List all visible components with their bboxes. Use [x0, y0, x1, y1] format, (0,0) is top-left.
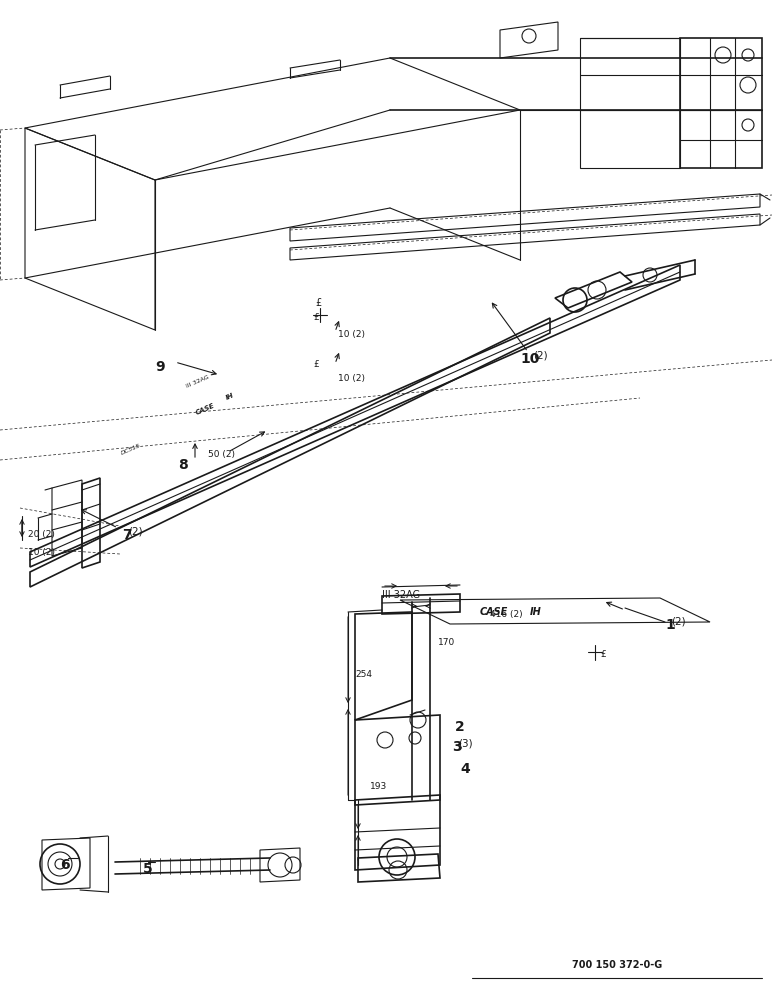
Text: 10 (2): 10 (2) [28, 548, 55, 557]
Text: CASE: CASE [480, 607, 508, 617]
Text: 10: 10 [520, 352, 540, 366]
Text: 700 150 372-0-G: 700 150 372-0-G [572, 960, 662, 970]
Text: £: £ [600, 650, 606, 659]
Text: 4: 4 [460, 762, 469, 776]
Text: III 32AG: III 32AG [382, 590, 420, 600]
Text: 193: 193 [370, 782, 388, 791]
Text: 50 (2): 50 (2) [208, 450, 235, 459]
Text: IH: IH [530, 607, 542, 617]
Text: (2): (2) [128, 526, 143, 536]
Text: III 32AG: III 32AG [185, 375, 209, 389]
Text: (2): (2) [672, 616, 686, 626]
Text: 10 (2): 10 (2) [338, 374, 365, 383]
Text: IH: IH [225, 392, 235, 401]
Text: 10 (2): 10 (2) [338, 330, 365, 339]
Text: 6: 6 [60, 858, 69, 872]
Text: CASE: CASE [195, 402, 216, 416]
Text: 5: 5 [143, 862, 153, 876]
Text: 3: 3 [452, 740, 462, 754]
Text: 254: 254 [355, 670, 372, 679]
Text: £: £ [313, 313, 319, 322]
Text: 8: 8 [178, 458, 188, 472]
Text: 1: 1 [665, 618, 675, 632]
Text: 2: 2 [455, 720, 465, 734]
Text: 416 (2): 416 (2) [490, 610, 523, 619]
Text: 9: 9 [155, 360, 164, 374]
Text: (2): (2) [533, 350, 547, 360]
Text: 7: 7 [122, 528, 131, 542]
Text: £: £ [313, 360, 319, 369]
Text: 170: 170 [438, 638, 455, 647]
Text: £: £ [315, 298, 321, 308]
Text: DC515: DC515 [120, 443, 141, 456]
Text: 20 (2): 20 (2) [28, 530, 55, 539]
Text: (3): (3) [459, 738, 473, 748]
